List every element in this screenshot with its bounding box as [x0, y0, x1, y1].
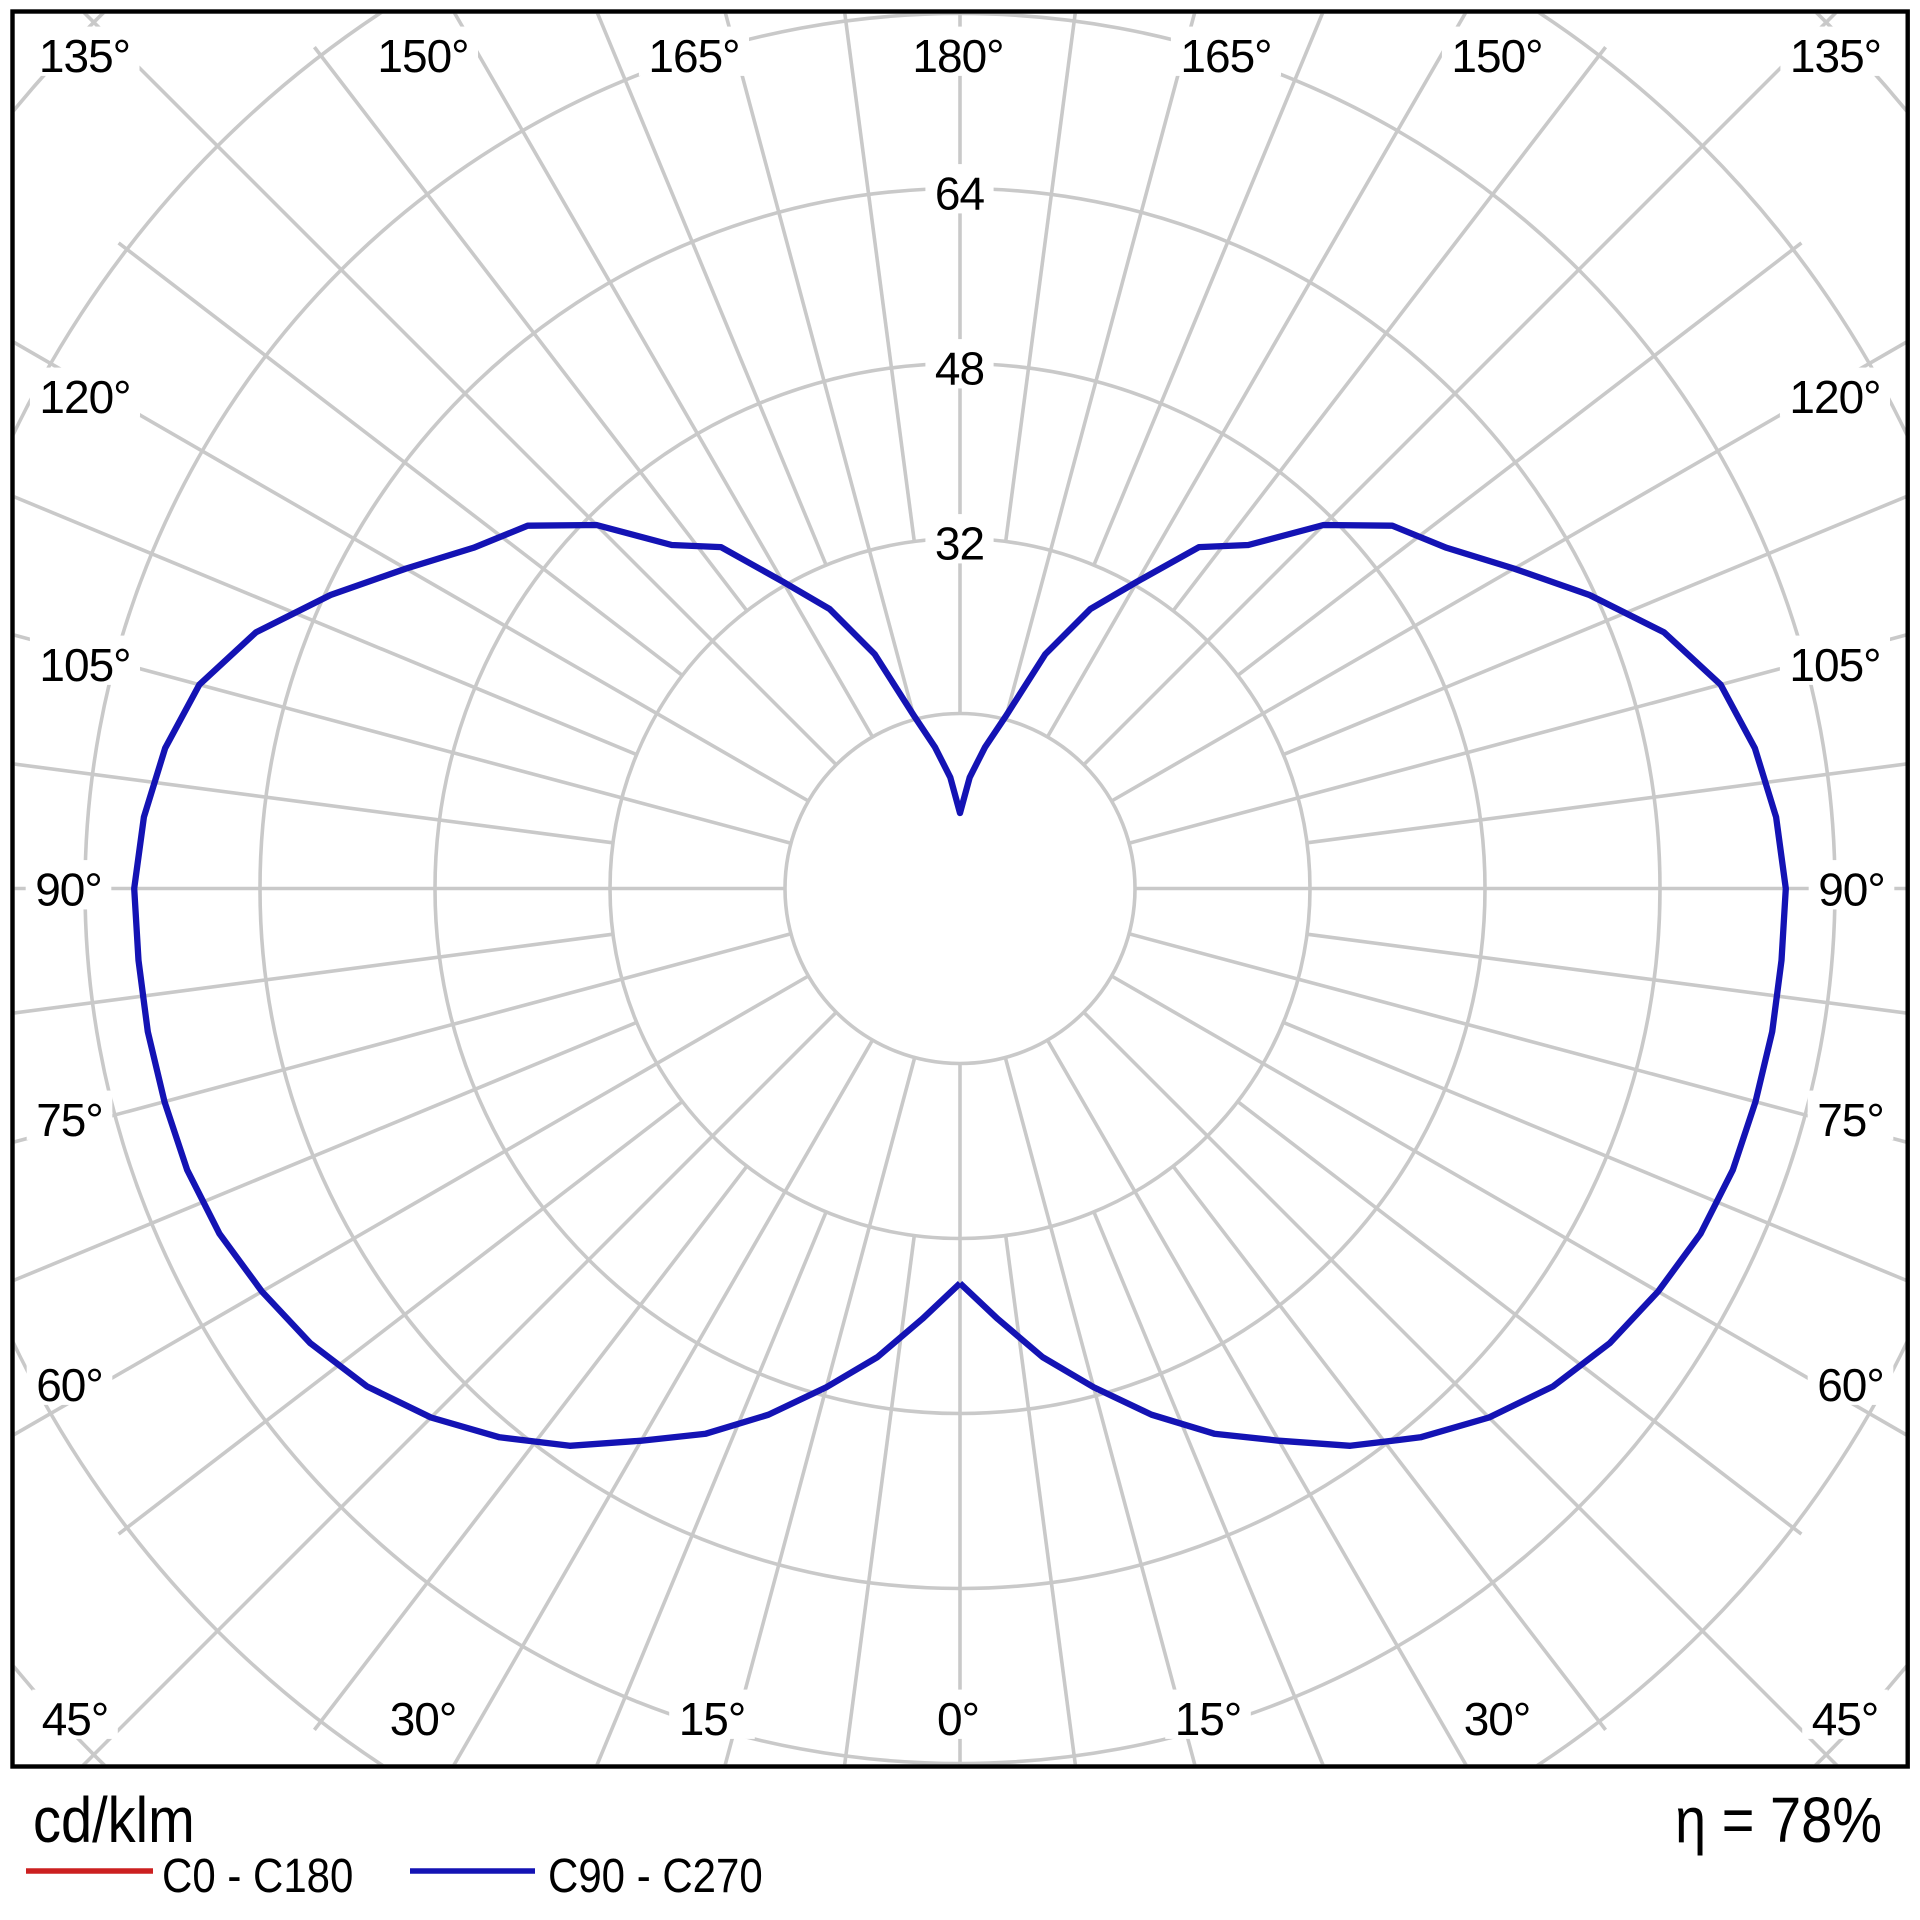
- svg-text:45°: 45°: [42, 1693, 109, 1745]
- svg-text:75°: 75°: [1817, 1094, 1884, 1146]
- svg-text:45°: 45°: [1812, 1693, 1879, 1745]
- svg-text:180°: 180°: [912, 30, 1003, 82]
- svg-text:135°: 135°: [1790, 30, 1881, 82]
- svg-text:120°: 120°: [1789, 371, 1880, 423]
- svg-text:64: 64: [935, 167, 985, 219]
- svg-text:η = 78%: η = 78%: [1675, 1783, 1882, 1856]
- svg-text:90°: 90°: [1818, 863, 1885, 915]
- svg-text:150°: 150°: [377, 30, 468, 82]
- svg-text:cd/klm: cd/klm: [33, 1783, 195, 1856]
- svg-text:150°: 150°: [1451, 30, 1542, 82]
- svg-text:165°: 165°: [1180, 30, 1271, 82]
- svg-text:15°: 15°: [1175, 1693, 1242, 1745]
- svg-text:120°: 120°: [39, 371, 130, 423]
- svg-text:30°: 30°: [390, 1693, 457, 1745]
- svg-text:90°: 90°: [35, 863, 102, 915]
- svg-text:60°: 60°: [36, 1359, 103, 1411]
- svg-text:165°: 165°: [648, 30, 739, 82]
- svg-text:C0 - C180: C0 - C180: [162, 1848, 353, 1902]
- svg-text:48: 48: [935, 342, 984, 394]
- svg-text:60°: 60°: [1817, 1359, 1884, 1411]
- svg-text:105°: 105°: [1789, 639, 1880, 691]
- svg-text:105°: 105°: [39, 639, 130, 691]
- svg-text:C90 - C270: C90 - C270: [548, 1848, 763, 1902]
- svg-text:75°: 75°: [36, 1094, 103, 1146]
- svg-text:15°: 15°: [679, 1693, 746, 1745]
- svg-text:135°: 135°: [39, 30, 130, 82]
- svg-text:32: 32: [935, 517, 984, 569]
- svg-text:0°: 0°: [937, 1693, 979, 1745]
- svg-text:30°: 30°: [1464, 1693, 1531, 1745]
